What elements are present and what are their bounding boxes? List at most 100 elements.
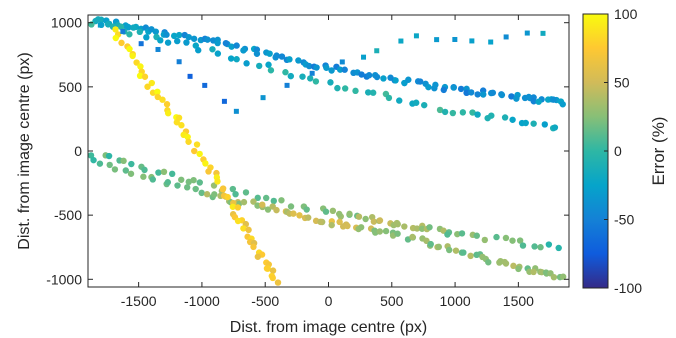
data-point: [96, 160, 104, 167]
data-point: [481, 236, 489, 244]
data-point: [227, 55, 235, 62]
data-point: [327, 79, 334, 86]
data-point: [269, 274, 276, 282]
data-point: [559, 273, 567, 280]
data-point-square: [97, 22, 103, 28]
data-point: [376, 217, 384, 224]
data-point: [452, 247, 460, 254]
data-point: [266, 50, 273, 57]
data-point: [204, 36, 211, 43]
x-tick-label: 0: [325, 293, 333, 309]
data-point: [273, 206, 280, 214]
data-point: [493, 233, 500, 241]
data-point: [184, 133, 191, 141]
data-point: [224, 193, 231, 201]
data-point: [312, 78, 320, 85]
data-point: [240, 198, 248, 206]
data-point: [510, 262, 517, 270]
data-point: [198, 189, 205, 197]
data-point: [185, 33, 192, 41]
colorbar-tick-label: -50: [614, 212, 634, 228]
data-point: [444, 231, 451, 238]
data-point-square: [413, 33, 419, 39]
data-point: [364, 89, 372, 96]
data-point: [435, 243, 443, 251]
data-point: [136, 28, 143, 36]
data-point-square: [221, 98, 227, 104]
data-point: [90, 156, 97, 164]
data-point: [262, 194, 270, 202]
data-point: [392, 77, 399, 84]
data-point: [191, 147, 198, 155]
data-point: [164, 39, 172, 46]
data-point: [440, 86, 447, 94]
data-point: [341, 85, 349, 92]
data-point: [474, 91, 481, 98]
plot-background: [88, 15, 569, 287]
data-point: [278, 53, 286, 60]
data-point: [467, 252, 474, 260]
data-point: [174, 182, 181, 189]
data-point: [178, 122, 185, 129]
data-point: [122, 167, 129, 174]
data-point-square: [339, 59, 345, 65]
data-point: [126, 45, 133, 53]
data-point: [202, 160, 209, 167]
data-point: [174, 37, 181, 45]
data-point: [130, 24, 137, 31]
data-point: [264, 206, 272, 213]
data-point: [234, 217, 242, 225]
data-point: [458, 230, 466, 237]
data-point: [502, 234, 510, 242]
y-tick-label: 0: [74, 143, 82, 159]
data-point: [480, 91, 487, 98]
data-point: [306, 62, 313, 70]
data-point: [459, 109, 467, 116]
data-point: [409, 233, 416, 241]
data-point: [296, 212, 303, 219]
data-point: [551, 124, 559, 131]
data-point: [336, 218, 343, 226]
data-point: [405, 76, 412, 83]
data-point: [143, 34, 150, 41]
data-point: [196, 179, 203, 186]
data-point: [509, 116, 516, 123]
data-point: [175, 31, 183, 39]
y-tick-label: 500: [59, 79, 83, 95]
y-axis-label: Dist. from image centre (px): [16, 52, 33, 249]
data-point-square: [361, 54, 367, 60]
data-point: [129, 52, 136, 60]
data-point: [535, 98, 542, 105]
data-point: [299, 73, 306, 80]
data-point: [192, 185, 199, 193]
data-point: [112, 34, 119, 42]
data-point: [559, 101, 566, 108]
data-point: [550, 96, 557, 103]
data-point-square: [524, 30, 530, 36]
data-point: [519, 242, 527, 249]
data-point: [155, 169, 162, 176]
data-point: [516, 237, 524, 244]
data-point: [209, 46, 216, 53]
data-point-square: [309, 70, 315, 76]
data-point: [240, 225, 247, 232]
data-point: [273, 52, 280, 59]
data-point: [362, 215, 369, 223]
data-point: [168, 170, 176, 178]
data-point: [396, 97, 403, 104]
data-point: [148, 79, 156, 87]
x-tick-label: -1500: [121, 293, 157, 309]
data-point: [352, 87, 359, 95]
data-point: [144, 83, 151, 90]
data-point: [126, 31, 133, 38]
data-point: [214, 178, 221, 185]
data-point: [555, 244, 562, 252]
data-point: [450, 84, 457, 91]
data-point: [137, 63, 144, 70]
data-point: [127, 170, 135, 177]
x-tick-label: -500: [251, 293, 279, 309]
data-point: [256, 62, 263, 70]
data-point: [441, 108, 449, 116]
data-point: [418, 225, 426, 232]
